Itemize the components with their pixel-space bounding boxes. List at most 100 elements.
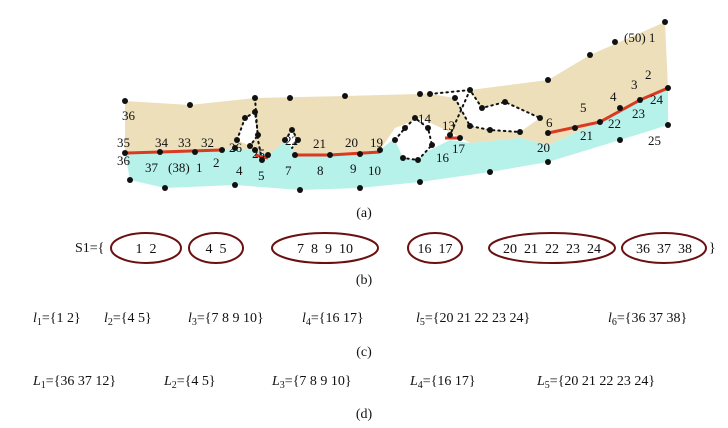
point-marker bbox=[292, 152, 298, 158]
point-marker bbox=[587, 52, 593, 58]
point-label: 36 bbox=[122, 108, 136, 123]
caption-b: (b) bbox=[356, 273, 373, 288]
point-marker bbox=[572, 125, 578, 131]
point-label: 32 bbox=[201, 135, 214, 150]
L-set: L5={20 21 22 23 24} bbox=[536, 374, 655, 391]
point-label: 19 bbox=[370, 135, 383, 150]
point-label: 20 bbox=[537, 140, 550, 155]
point-marker bbox=[545, 77, 551, 83]
group-loop bbox=[110, 232, 182, 264]
point-label: 25 bbox=[252, 146, 265, 161]
point-label: 2 bbox=[213, 155, 220, 170]
point-marker bbox=[537, 115, 543, 121]
boundary-short bbox=[254, 153, 269, 160]
point-label: (50) 1 bbox=[624, 30, 655, 45]
point-marker bbox=[665, 122, 671, 128]
point-marker bbox=[327, 152, 333, 158]
point-marker bbox=[157, 149, 163, 155]
point-marker bbox=[252, 147, 258, 153]
point-marker bbox=[122, 98, 128, 104]
point-label: 23 bbox=[632, 106, 645, 121]
point-marker bbox=[289, 127, 295, 133]
point-marker bbox=[242, 115, 248, 121]
point-label: 25 bbox=[648, 133, 661, 148]
point-marker bbox=[252, 109, 258, 115]
s1-group: 4 5 bbox=[206, 242, 227, 257]
point-marker bbox=[417, 91, 423, 97]
point-marker bbox=[479, 105, 485, 111]
point-label: 4 bbox=[236, 163, 243, 178]
point-marker bbox=[297, 187, 303, 193]
point-marker bbox=[487, 169, 493, 175]
point-marker bbox=[392, 137, 398, 143]
point-label: 20 bbox=[345, 135, 358, 150]
point-label: 14 bbox=[418, 111, 432, 126]
point-marker bbox=[415, 157, 421, 163]
point-label: 21 bbox=[313, 136, 326, 151]
point-label: 16 bbox=[436, 150, 450, 165]
point-marker bbox=[287, 95, 293, 101]
point-label: 26 bbox=[229, 140, 243, 155]
point-marker bbox=[427, 91, 433, 97]
point-marker bbox=[252, 95, 258, 101]
caption-a: (a) bbox=[356, 206, 372, 221]
l-set: l6={36 37 38} bbox=[608, 311, 687, 328]
point-label: 4 bbox=[610, 89, 617, 104]
point-marker bbox=[255, 132, 261, 138]
point-label: 21 bbox=[580, 128, 593, 143]
point-label: 22 bbox=[608, 116, 621, 131]
point-label: 7 bbox=[285, 163, 292, 178]
L-set: L4={16 17} bbox=[409, 374, 476, 391]
point-label: 8 bbox=[317, 163, 324, 178]
s1-group: 36 37 38 bbox=[636, 242, 692, 257]
group-loop bbox=[621, 232, 707, 264]
point-marker bbox=[377, 147, 383, 153]
point-marker bbox=[457, 135, 463, 141]
point-marker bbox=[662, 19, 668, 25]
L-set: L2={4 5} bbox=[163, 374, 216, 391]
points bbox=[122, 19, 671, 193]
panel-c: l1={1 2} l2={4 5} l3={7 8 9 10} l4={16 1… bbox=[33, 311, 687, 360]
panel-b: S1={ 1 2 4 5 7 8 9 10 16 17 20 21 22 23 … bbox=[75, 232, 716, 288]
point-label: (38) bbox=[168, 160, 190, 175]
hole-left bbox=[237, 112, 258, 146]
point-marker bbox=[617, 105, 623, 111]
s1-suffix: } bbox=[709, 241, 716, 256]
point-marker bbox=[259, 157, 265, 163]
hole-mid-right bbox=[430, 90, 540, 132]
point-label: 37 bbox=[145, 160, 159, 175]
point-label: 17 bbox=[452, 141, 466, 156]
point-marker bbox=[357, 151, 363, 157]
point-marker bbox=[425, 125, 431, 131]
L-set: L3={7 8 9 10} bbox=[271, 374, 352, 391]
point-label: 10 bbox=[368, 163, 381, 178]
point-marker bbox=[247, 143, 253, 149]
group-loop bbox=[188, 232, 244, 264]
point-marker bbox=[342, 93, 348, 99]
point-label: 33 bbox=[178, 135, 191, 150]
point-marker bbox=[400, 155, 406, 161]
point-marker bbox=[665, 85, 671, 91]
point-marker bbox=[232, 182, 238, 188]
point-label: 22 bbox=[285, 133, 298, 148]
s1-prefix: S1={ bbox=[75, 241, 104, 256]
l-set: l3={7 8 9 10} bbox=[188, 311, 264, 328]
group-loop bbox=[271, 232, 379, 264]
point-label: 35 bbox=[117, 135, 130, 150]
point-marker bbox=[447, 132, 453, 138]
point-labels: (50) 1 2 3 4 24 5 23 22 21 6 20 25 36 35… bbox=[117, 30, 664, 183]
caption-c: (c) bbox=[356, 345, 372, 360]
point-marker bbox=[452, 95, 458, 101]
point-marker bbox=[467, 123, 473, 129]
point-label: 9 bbox=[350, 161, 357, 176]
point-marker bbox=[597, 119, 603, 125]
point-marker bbox=[357, 185, 363, 191]
group-loop bbox=[407, 232, 463, 264]
point-label: 5 bbox=[580, 100, 587, 115]
s1-group: 16 17 bbox=[418, 242, 453, 257]
point-marker bbox=[234, 137, 240, 143]
point-label: 24 bbox=[650, 92, 664, 107]
l-set: l1={1 2} bbox=[33, 311, 81, 328]
lower-region bbox=[125, 88, 668, 190]
point-marker bbox=[122, 150, 128, 156]
